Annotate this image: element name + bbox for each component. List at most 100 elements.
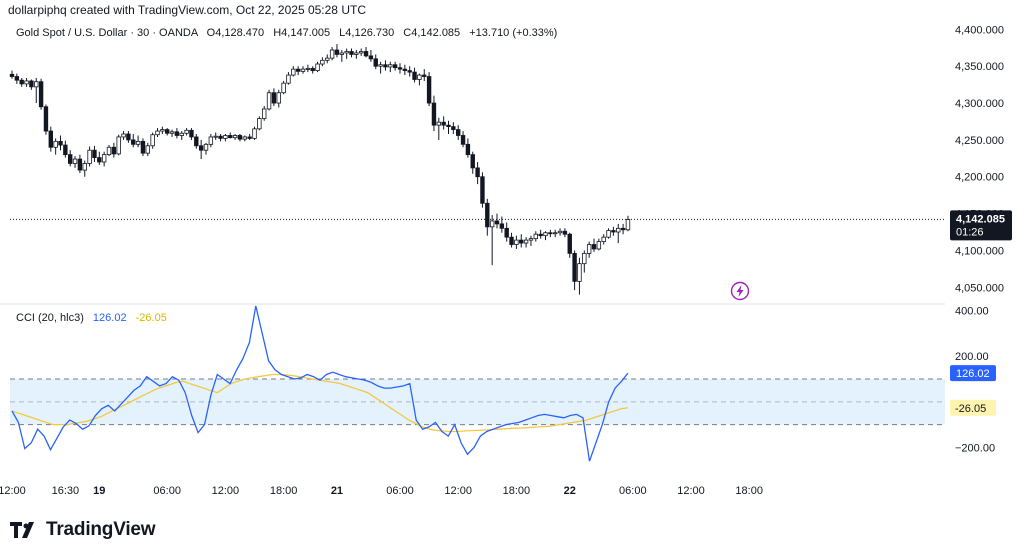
low-label: L	[339, 27, 346, 39]
candle-body	[126, 133, 131, 141]
candle-body	[247, 136, 252, 139]
cci-ma-badge	[950, 399, 996, 416]
cci-tick-label: −200.00	[955, 442, 995, 454]
candle-body	[431, 102, 437, 126]
footer-brand: TradingView	[10, 519, 156, 541]
candle-body	[315, 63, 320, 72]
candle-body	[460, 135, 466, 145]
candle-body	[489, 220, 495, 228]
candle-body	[53, 140, 58, 148]
candle-body	[242, 136, 247, 140]
candle-body	[441, 121, 446, 126]
candle-body	[572, 252, 577, 282]
tradingview-logo-icon	[10, 522, 34, 538]
candle-body	[291, 68, 296, 76]
candle-body	[417, 74, 422, 80]
candle-body	[567, 233, 572, 254]
open-value: 4,128.470	[215, 27, 265, 39]
candle-body	[494, 220, 500, 225]
candle-body	[562, 230, 568, 235]
candle-body	[383, 64, 388, 68]
candle-body	[281, 82, 286, 94]
candle-body	[92, 149, 97, 158]
cci-band	[10, 378, 945, 426]
candle-body	[179, 132, 184, 136]
time-tick-label: 12:00	[212, 485, 240, 497]
candle-body	[606, 230, 611, 238]
candle-body	[349, 51, 354, 55]
high-label: H	[273, 27, 282, 39]
event-marker-bolt	[736, 285, 744, 297]
candle-body	[135, 140, 141, 145]
candle-body	[121, 133, 126, 138]
candle-body	[397, 67, 403, 70]
candle-body	[422, 74, 427, 77]
price-tick-label: 4,350.000	[955, 61, 1004, 73]
price-tick-label: 4,300.000	[955, 98, 1004, 110]
price-tick-label: 4,200.000	[955, 172, 1004, 184]
cci-badge-text: 126.02	[956, 368, 990, 380]
lightning-bolt-icon[interactable]	[730, 281, 750, 301]
candle-body	[261, 108, 267, 119]
high-value: 4,147.005	[281, 27, 331, 39]
candle-body	[43, 106, 49, 132]
candle-body	[237, 135, 243, 140]
cci-legend: CCI (20, hlc3) 126.02 -26.05	[16, 312, 167, 324]
last-price-text: 4,142.085	[956, 213, 1005, 225]
candle-body	[184, 129, 189, 134]
candle-body	[519, 239, 524, 244]
candle-body	[82, 163, 87, 171]
cci-axis: 400.00 200.00 −200.00	[955, 306, 995, 455]
candle-body	[228, 135, 233, 139]
candle-body	[625, 219, 631, 231]
candle-body	[426, 76, 432, 104]
candle-body	[504, 227, 509, 238]
candle-body	[213, 135, 218, 138]
candle-body	[295, 68, 301, 72]
candle-body	[596, 241, 602, 250]
time-tick-label: 18:00	[270, 485, 298, 497]
time-tick-label: 21	[331, 485, 343, 497]
time-tick-label: 06:00	[386, 485, 414, 497]
candle-body	[174, 131, 180, 136]
candle-body	[252, 128, 257, 139]
candle-body	[63, 144, 68, 156]
price-axis: 4,400.000 4,350.000 4,300.000 4,250.000 4,20…	[955, 24, 1004, 294]
candle-body	[586, 244, 592, 254]
symbol-legend: Gold Spot / U.S. Dollar · 30 · OANDA O4,…	[16, 27, 557, 39]
cci-value-badge	[950, 365, 996, 382]
candle-body	[388, 64, 393, 68]
candle-body	[528, 238, 534, 241]
candle-body	[19, 79, 24, 85]
candle-body	[48, 130, 53, 148]
candle-body	[232, 135, 238, 139]
candle-body	[14, 76, 20, 81]
candle-body	[344, 51, 349, 54]
candle-body	[465, 143, 471, 156]
candle-body	[150, 134, 155, 147]
candle-body	[611, 230, 616, 233]
candle-body	[223, 135, 228, 139]
candle-body	[101, 154, 107, 163]
time-tick-label: 12:00	[0, 485, 26, 497]
candle-body	[402, 68, 408, 72]
candle-body	[373, 58, 378, 67]
candle-body	[131, 139, 136, 145]
price-tick-label: 4,250.000	[955, 135, 1004, 147]
candle-body	[577, 263, 582, 282]
candle-body	[485, 202, 490, 228]
candle-body	[116, 136, 121, 155]
candle-body	[509, 236, 514, 245]
change-value: +13.710 (+0.33%)	[469, 27, 558, 39]
cci-lines	[11, 305, 629, 462]
cci-value: 126.02	[92, 312, 127, 324]
time-tick-label: 16:30	[52, 485, 80, 497]
candle-body	[523, 239, 529, 244]
cci-ma-badge-text: -26.05	[955, 403, 986, 415]
candle-body	[548, 232, 553, 235]
time-axis: 12:00 16:30 19 06:00 12:00 18:00 21 06:00 12:00 1…	[0, 485, 763, 497]
candle-body	[368, 55, 374, 60]
candle-body	[480, 176, 485, 204]
